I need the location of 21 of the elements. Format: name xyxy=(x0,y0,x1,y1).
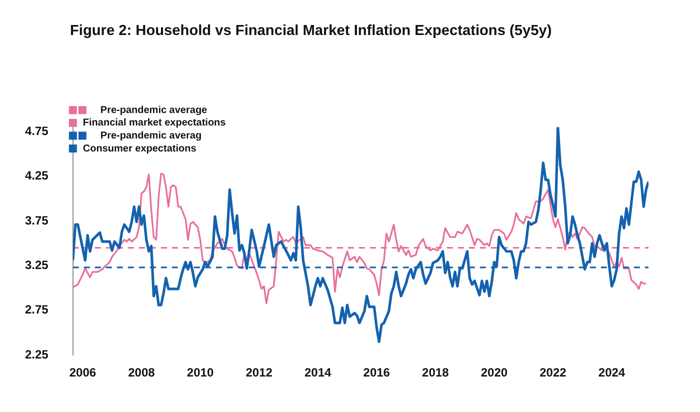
y-tick-label: 4.25 xyxy=(24,168,49,183)
x-tick-label: 2018 xyxy=(422,366,450,380)
chart-title: Figure 2: Household vs Financial Market Inflation Expectations (5y5y) xyxy=(70,23,552,40)
x-tick-label: 2024 xyxy=(598,366,626,380)
x-tick-label: 2012 xyxy=(246,366,273,380)
legend-label: Financial market expectations xyxy=(82,118,226,129)
x-tick-label: 2016 xyxy=(363,366,390,380)
y-tick-label: 3.75 xyxy=(24,213,49,228)
legend-label: Pre-pandemic average xyxy=(100,104,208,116)
x-tick-label: 2022 xyxy=(540,366,567,380)
x-tick-label: 2006 xyxy=(69,366,96,380)
legend-label: Consumer expectations xyxy=(82,143,197,154)
y-tick-label: 3.25 xyxy=(24,258,49,272)
x-tick-label: 2008 xyxy=(128,366,156,380)
legend-label: Pre-pandemic averag xyxy=(100,130,202,142)
y-tick-label: 2.25 xyxy=(24,347,49,362)
y-tick-label: 2.75 xyxy=(24,302,49,317)
x-tick-label: 2010 xyxy=(186,366,214,380)
y-tick-label: 4.75 xyxy=(24,124,49,138)
x-tick-label: 2020 xyxy=(480,366,508,380)
x-tick-label: 2014 xyxy=(304,366,332,380)
